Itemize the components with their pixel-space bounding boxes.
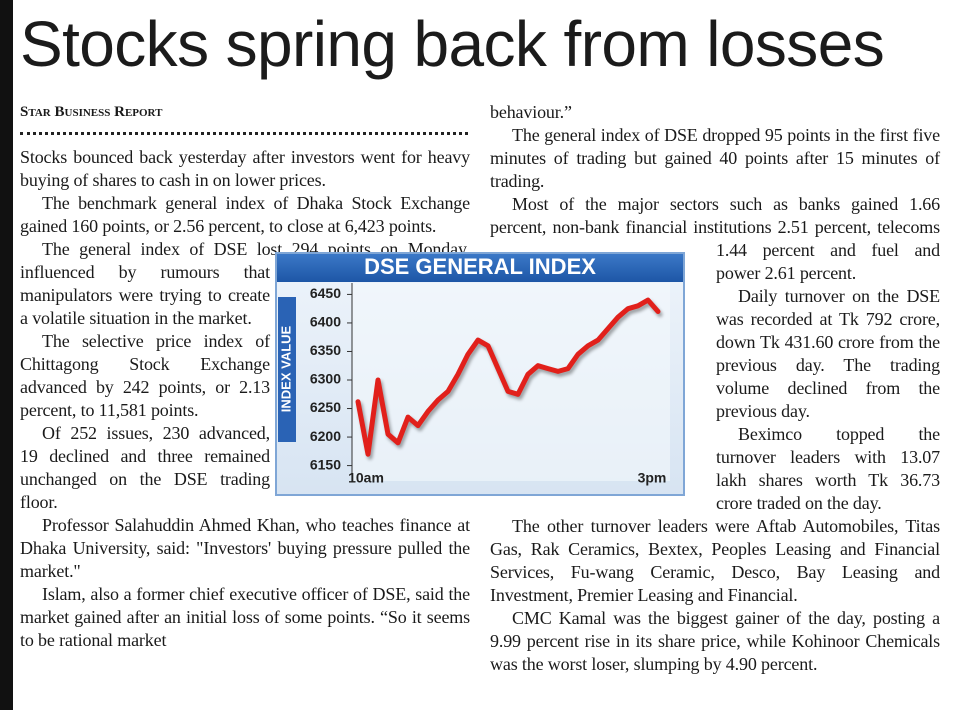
chart-title: DSE GENERAL INDEX <box>364 254 596 279</box>
paragraph: The benchmark general index of Dhaka Sto… <box>20 193 470 236</box>
text-column: behaviour.” The general index of DSE drop… <box>490 101 940 676</box>
paragraph: Beximco topped the turnover leaders with… <box>716 424 940 513</box>
y-tick-label: 6150 <box>310 456 341 472</box>
paragraph: Professor Salahuddin Ahmed Khan, who tea… <box>20 515 470 581</box>
title-bar <box>277 254 683 282</box>
paragraph: Most of the major sectors such as banks … <box>490 194 940 283</box>
paragraph: The selective price index of Chittagong … <box>20 331 270 420</box>
paragraph: Stocks bounced back yesterday after inve… <box>20 147 470 190</box>
paragraph: Of 252 issues, 230 advanced, 19 declined… <box>20 423 270 512</box>
paragraph: Daily turnover on the DSE was recorded a… <box>716 286 940 421</box>
paragraph: CMC Kamal was the biggest gainer of the … <box>490 608 940 674</box>
paragraph: The general index of DSE dropped 95 poin… <box>490 125 940 191</box>
paragraph: Islam, also a former chief executive off… <box>20 584 470 650</box>
byline: Star Business Report <box>20 104 163 120</box>
y-tick-label: 6400 <box>310 314 341 330</box>
dotted-rule <box>20 132 468 135</box>
y-tick-label: 6300 <box>310 371 341 387</box>
y-tick-label: 6350 <box>310 342 341 358</box>
y-label-bar <box>278 297 296 442</box>
x-tick-label: 3pm <box>638 470 667 486</box>
paragraph: The general index of DSE lost 294 points… <box>20 239 470 328</box>
series-line <box>355 297 661 457</box>
y-tick-label: 6250 <box>310 399 341 415</box>
paragraph: behaviour.” <box>490 102 572 122</box>
y-tick-label: 6200 <box>310 428 341 444</box>
paragraph: The other turnover leaders were Aftab Au… <box>490 516 940 605</box>
edge-strip <box>0 0 13 710</box>
chart: DSE GENERAL INDEX INDEX VALUE 6150 6200 62… <box>275 252 685 496</box>
x-tick-label: 10am <box>348 470 384 486</box>
headline: Stocks spring back from losses <box>20 8 885 80</box>
text-column: Stocks bounced back yesterday after inve… <box>20 146 470 652</box>
y-tick-label: 6450 <box>310 285 341 301</box>
y-axis-label: INDEX VALUE <box>278 325 293 412</box>
